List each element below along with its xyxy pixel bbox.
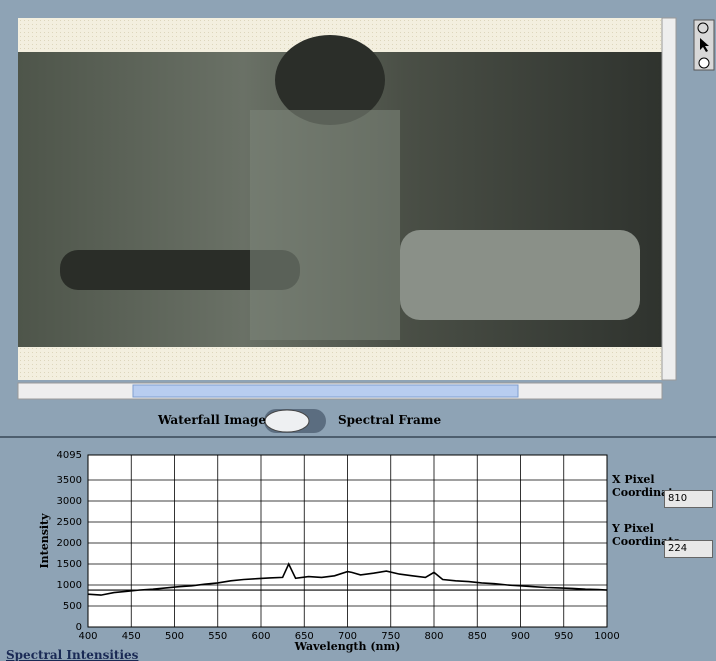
y-tick-label: 3000 (57, 496, 82, 507)
x-tick-label: 500 (165, 631, 184, 642)
vertical-scrollbar[interactable] (662, 18, 676, 380)
y-tick-label: 2000 (57, 538, 82, 549)
y-tick-label: 500 (63, 601, 82, 612)
y-tick-label: 2500 (57, 517, 82, 528)
image-panel (0, 0, 716, 440)
y-tick-label: 1000 (57, 580, 82, 591)
x-tick-label: 800 (424, 631, 443, 642)
x-axis-label: Wavelength (nm) (294, 640, 401, 653)
x-tick-label: 950 (554, 631, 573, 642)
x-tick-label: 400 (78, 631, 97, 642)
switch-knob[interactable] (265, 410, 309, 432)
chart-title: Spectral Intensities (6, 648, 139, 661)
y-axis-label: Intensity (38, 513, 51, 569)
window: Waterfall Image Spectral Frame X Pixel C… (0, 0, 716, 661)
x-tick-label: 450 (122, 631, 141, 642)
switch-label: Spectral Frame (338, 413, 441, 427)
scroll-thumb[interactable] (133, 385, 518, 397)
pan-tool[interactable] (699, 58, 709, 68)
x-tick-label: 900 (511, 631, 530, 642)
x-tick-label: 600 (251, 631, 270, 642)
y-tick-label: 1500 (57, 559, 82, 570)
switch-label: Waterfall Image (158, 413, 266, 427)
x-tick-label: 850 (468, 631, 487, 642)
x-tick-label: 1000 (594, 631, 619, 642)
y-tick-label: 3500 (57, 475, 82, 486)
image-shape (400, 230, 640, 320)
x-tick-label: 550 (208, 631, 227, 642)
y-tick-label: 4095 (57, 450, 82, 461)
image-shape (250, 110, 400, 340)
